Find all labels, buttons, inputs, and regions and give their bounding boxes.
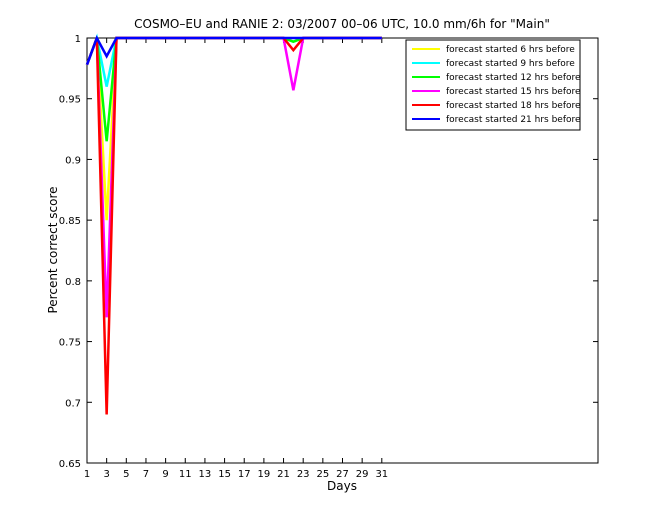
y-tick-label: 0.75 [59,338,81,349]
series-line [85,34,382,66]
legend-label: forecast started 6 hrs before [446,45,575,55]
legend-label: forecast started 15 hrs before [446,87,581,97]
x-tick-label: 9 [162,469,168,480]
y-tick-label: 0.85 [59,216,81,227]
y-axis-label: Percent correct score [46,186,60,313]
x-tick-label: 1 [84,469,90,480]
x-tick-label: 21 [277,469,290,480]
x-tick-label: 29 [356,469,369,480]
y-tick-label: 0.9 [65,155,81,166]
x-tick-label: 27 [336,469,349,480]
legend-label: forecast started 9 hrs before [446,59,575,69]
x-tick-label: 31 [375,469,388,480]
y-tick-label: 0.95 [59,95,81,106]
x-tick-label: 19 [258,469,271,480]
x-tick-label: 23 [297,469,310,480]
x-tick-label: 15 [218,469,231,480]
x-tick-label: 17 [238,469,251,480]
legend-label: forecast started 18 hrs before [446,101,581,111]
x-tick-label: 3 [103,469,109,480]
x-tick-label: 7 [143,469,149,480]
x-axis-label: Days [327,479,357,493]
y-tick-label: 1 [75,34,81,45]
y-tick-label: 0.7 [65,398,81,409]
x-tick-label: 13 [199,469,212,480]
x-tick-label: 5 [123,469,129,480]
x-tick-label: 11 [179,469,192,480]
legend-label: forecast started 21 hrs before [446,115,581,125]
y-tick-label: 0.8 [65,277,81,288]
legend-box [405,39,581,131]
chart-title: COSMO–EU and RANIE 2: 03/2007 00–06 UTC,… [134,17,550,31]
x-tick-label: 25 [316,469,329,480]
legend-label: forecast started 12 hrs before [446,73,581,83]
y-tick-label: 0.65 [59,459,81,470]
